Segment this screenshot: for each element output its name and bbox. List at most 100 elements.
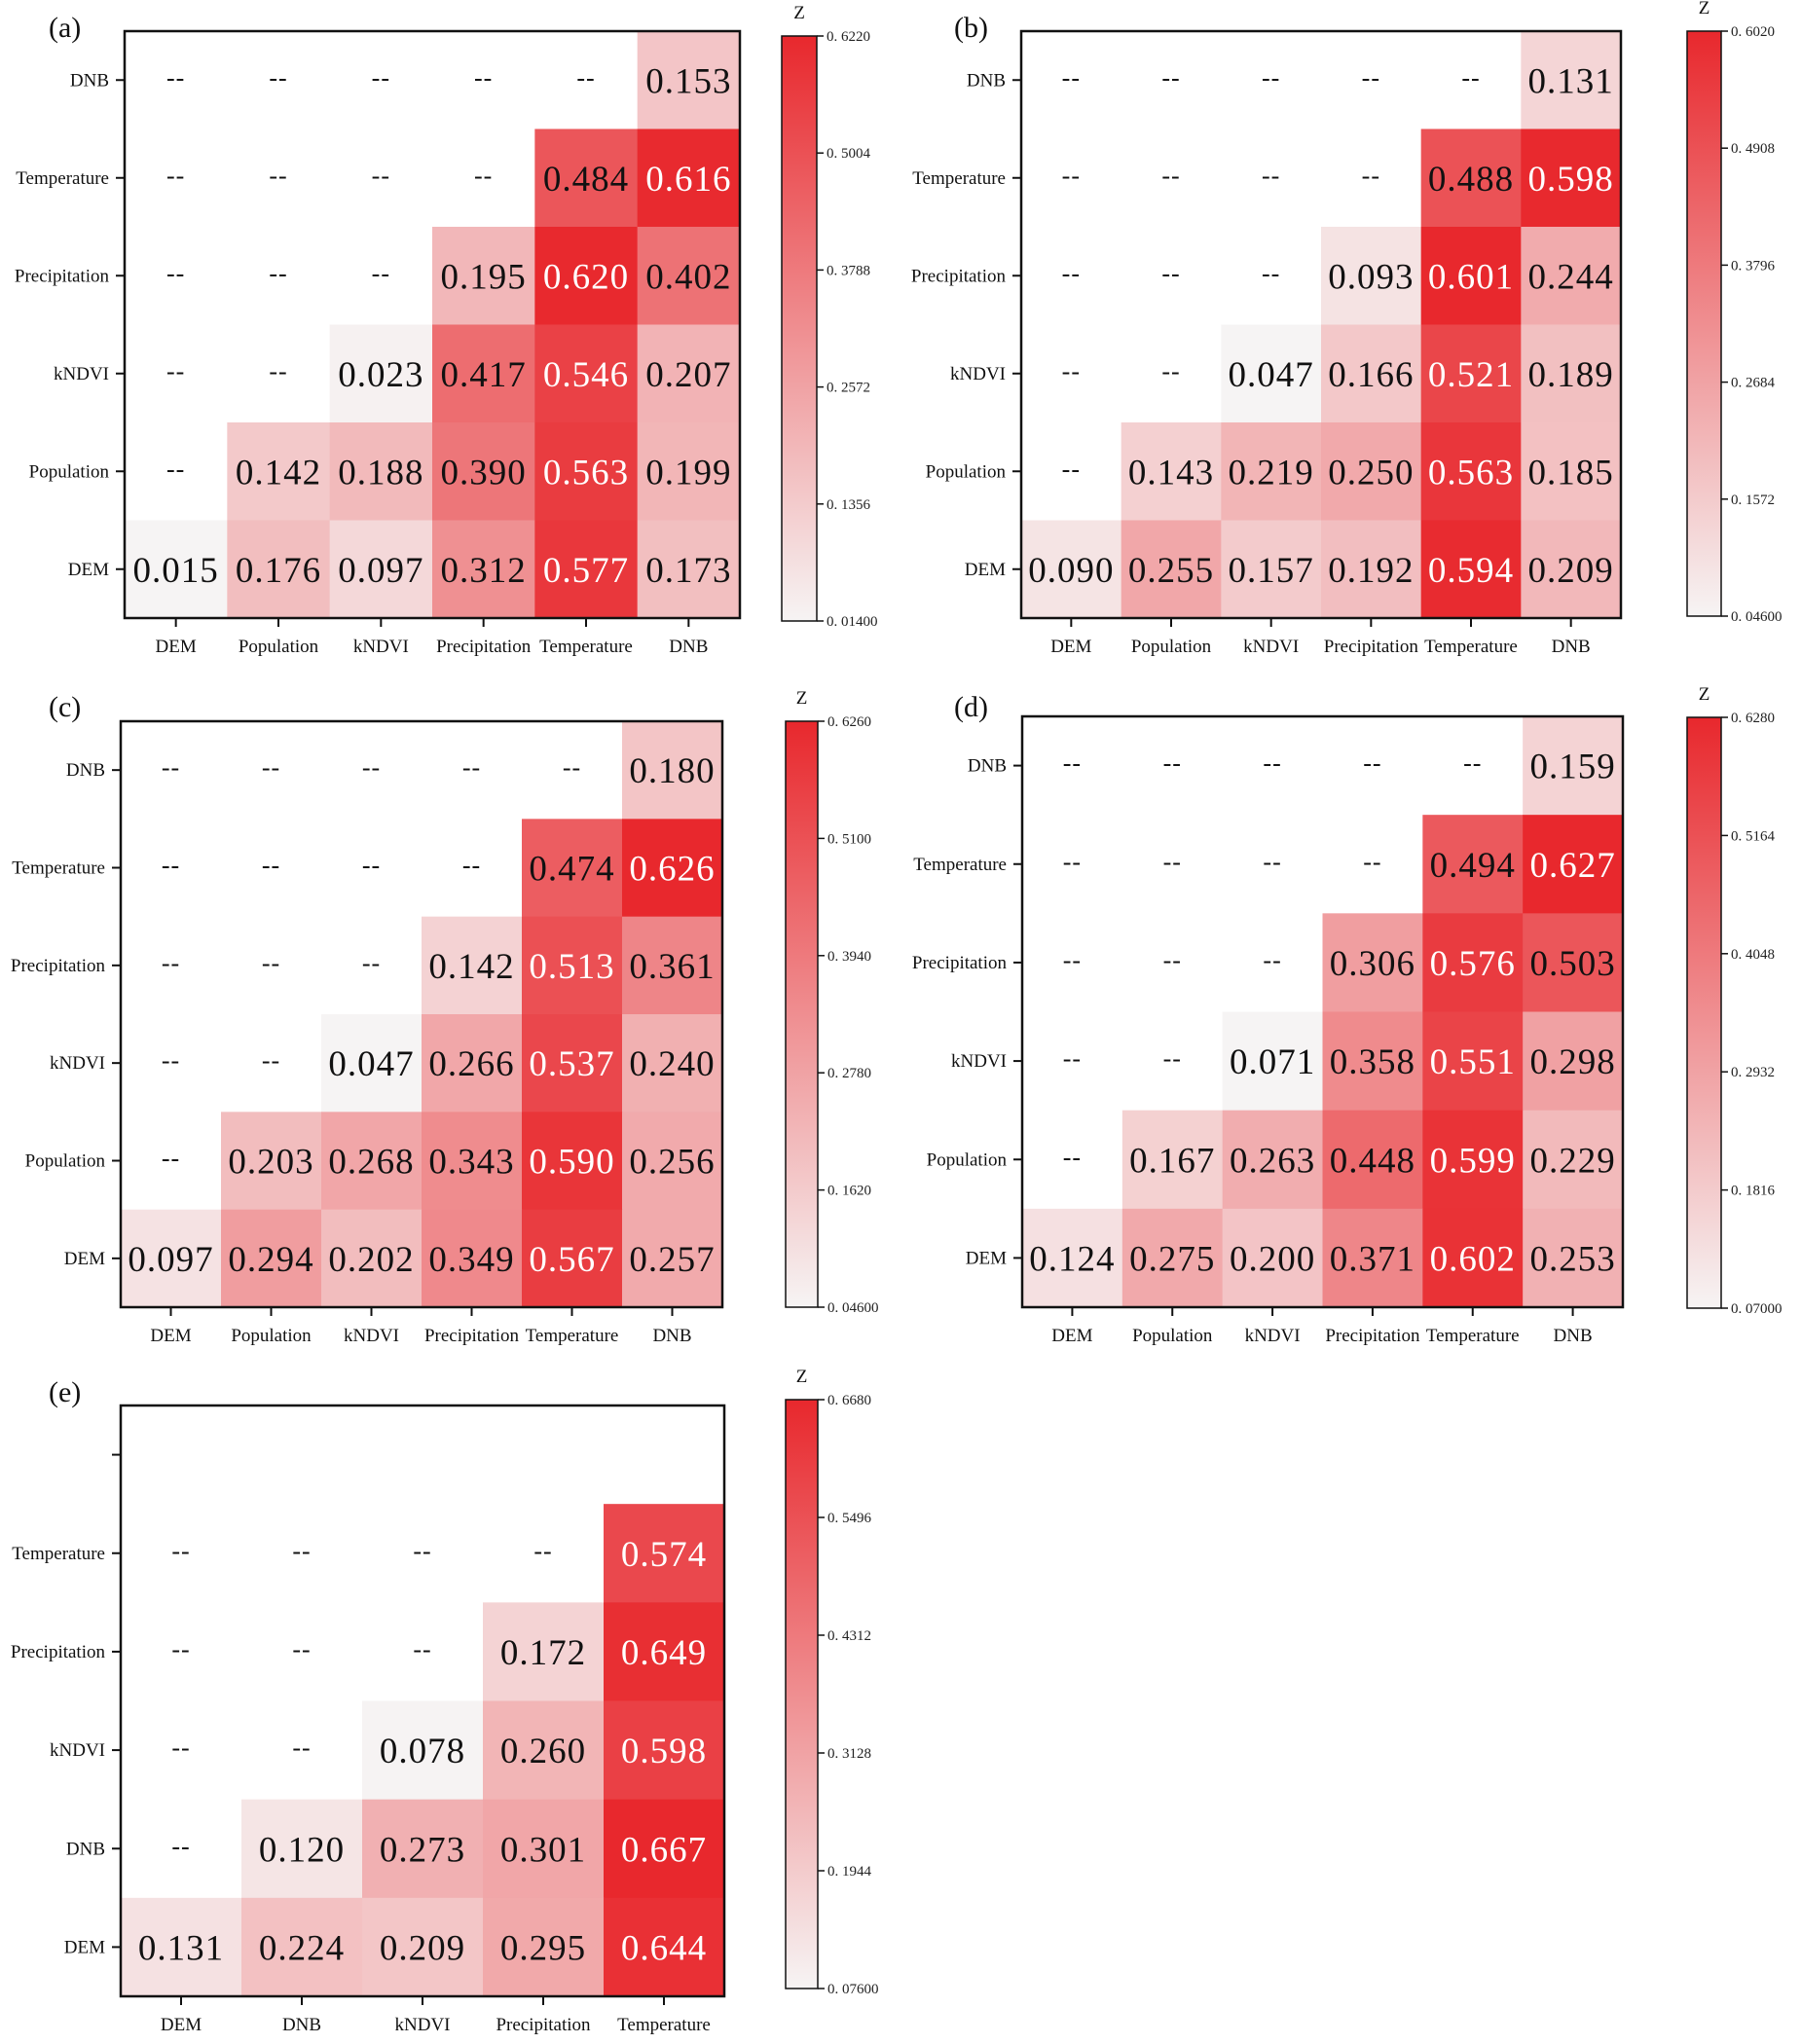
empty-cell-dash: --: [166, 63, 185, 91]
heatmap-cell: [622, 819, 723, 918]
panel-label: (a): [49, 12, 81, 44]
colorbar-tick-label: 0. 6680: [827, 1393, 871, 1408]
cell-value-label: 0.649: [621, 1633, 707, 1673]
empty-cell-dash: --: [162, 1145, 180, 1173]
x-tick-label: DNB: [652, 1326, 691, 1346]
cell-value-label: 0.023: [338, 355, 423, 395]
heatmap-cell: [1121, 1110, 1224, 1210]
cell-value-label: 0.349: [428, 1240, 514, 1280]
heatmap-panel: (d) -- -- -- -- -- 0.159 -- -- -- -- 0.494 0.627 -- --…: [912, 684, 1783, 1346]
empty-cell-dash: --: [1062, 259, 1081, 287]
heatmap-cell: [534, 227, 639, 325]
heatmap-cell: [362, 1700, 484, 1801]
empty-cell-dash: --: [474, 63, 493, 91]
x-tick-label: DNB: [282, 2015, 321, 2035]
empty-cell-dash: --: [162, 753, 180, 782]
heatmap-cell: [604, 1602, 725, 1701]
cell-value-label: 0.273: [380, 1830, 465, 1870]
cell-value-label: 0.167: [1129, 1141, 1215, 1181]
y-tick-label: Precipitation: [11, 1642, 106, 1662]
x-tick-label: kNDVI: [395, 2015, 451, 2035]
heatmap-cell: [1521, 520, 1622, 619]
heatmap-cell: [1121, 520, 1222, 619]
cell-value-label: 0.574: [621, 1535, 707, 1575]
empty-cell-dash: --: [1163, 848, 1182, 876]
cell-value-label: 0.448: [1330, 1141, 1415, 1181]
colorbar-tick-label: 0. 3128: [827, 1746, 871, 1762]
empty-cell-dash: --: [269, 357, 287, 385]
empty-cell-dash: --: [1161, 162, 1180, 190]
cell-value-label: 0.306: [1330, 944, 1415, 984]
empty-cell-dash: --: [1263, 946, 1281, 974]
empty-cell-dash: --: [1461, 63, 1480, 91]
y-tick-label: DNB: [967, 70, 1006, 91]
cell-value-label: 0.176: [236, 551, 321, 591]
empty-cell-dash: --: [262, 1046, 280, 1075]
plot-frame: [123, 29, 742, 620]
empty-cell-dash: --: [1163, 749, 1182, 778]
heatmap-cell: [1222, 1110, 1323, 1210]
empty-cell-dash: --: [1262, 259, 1280, 287]
cell-value-label: 0.250: [1328, 453, 1414, 493]
cell-value-label: 0.521: [1428, 355, 1514, 395]
x-tick-label: Temperature: [539, 637, 633, 657]
heatmap-cell: [1521, 422, 1622, 521]
colorbar-tick-label: 0. 6260: [827, 714, 871, 730]
cell-value-label: 0.142: [428, 947, 514, 987]
heatmap-cell: [362, 1897, 484, 1997]
colorbar-tick-label: 0. 6020: [1731, 24, 1775, 40]
colorbar: [785, 1399, 819, 1989]
heatmap-cell: [1523, 1011, 1624, 1112]
heatmap-cell: [1021, 520, 1122, 619]
cell-value-label: 0.173: [645, 551, 731, 591]
heatmap-cell: [1523, 815, 1624, 914]
empty-cell-dash: --: [533, 1537, 552, 1565]
colorbar-tick-label: 0. 5004: [827, 146, 871, 162]
empty-cell-dash: --: [166, 162, 185, 190]
heatmap-cell: [604, 1504, 725, 1603]
colorbar-tick-label: 0. 1356: [827, 497, 871, 513]
x-tick-label: DNB: [1552, 637, 1591, 657]
y-tick-label: Population: [25, 1151, 106, 1172]
y-tick-label: Precipitation: [912, 953, 1008, 973]
colorbar-tick-label: 0. 2780: [827, 1066, 871, 1081]
empty-cell-dash: --: [162, 949, 180, 977]
colorbar-tick-label: 0. 3788: [827, 263, 870, 278]
empty-cell-dash: --: [166, 455, 185, 483]
colorbar-tick-label: 0. 3940: [827, 949, 871, 965]
empty-cell-dash: --: [269, 259, 287, 287]
empty-cell-dash: --: [563, 753, 581, 782]
cell-value-label: 0.620: [543, 257, 629, 297]
heatmap-cell: [1322, 1011, 1423, 1112]
empty-cell-dash: --: [262, 753, 280, 782]
heatmap-cell: [329, 520, 433, 619]
heatmap-cell: [534, 422, 639, 521]
heatmap-cell: [637, 31, 741, 129]
cell-value-label: 0.488: [1428, 160, 1514, 200]
colorbar-tick-label: 0. 01400: [827, 614, 878, 630]
heatmap-cell: [637, 324, 741, 423]
heatmap-cell: [483, 1897, 605, 1997]
y-tick-label: DEM: [64, 1249, 105, 1269]
empty-cell-dash: --: [166, 259, 185, 287]
cell-value-label: 0.343: [428, 1143, 514, 1183]
heatmap-cell: [483, 1700, 605, 1801]
empty-cell-dash: --: [1163, 1044, 1182, 1073]
cell-value-label: 0.097: [338, 551, 423, 591]
heatmap-cell: [221, 1112, 322, 1211]
heatmap-cell: [1420, 520, 1522, 619]
heatmap-cell: [1422, 913, 1524, 1012]
empty-cell-dash: --: [1062, 162, 1081, 190]
colorbar-tick-label: 0. 1620: [827, 1184, 871, 1199]
cell-value-label: 0.644: [621, 1928, 707, 1968]
cell-value-label: 0.546: [543, 355, 629, 395]
y-tick-label: DEM: [965, 560, 1006, 580]
colorbar-tick-label: 0. 2932: [1731, 1065, 1775, 1080]
colorbar-tick-label: 0. 5164: [1731, 828, 1776, 844]
y-tick-label: Population: [926, 461, 1007, 482]
colorbar-title: Z: [1699, 684, 1710, 705]
colorbar-tick-label: 0. 07600: [827, 1982, 879, 1997]
cell-value-label: 0.275: [1129, 1239, 1215, 1279]
cell-value-label: 0.142: [236, 453, 321, 493]
